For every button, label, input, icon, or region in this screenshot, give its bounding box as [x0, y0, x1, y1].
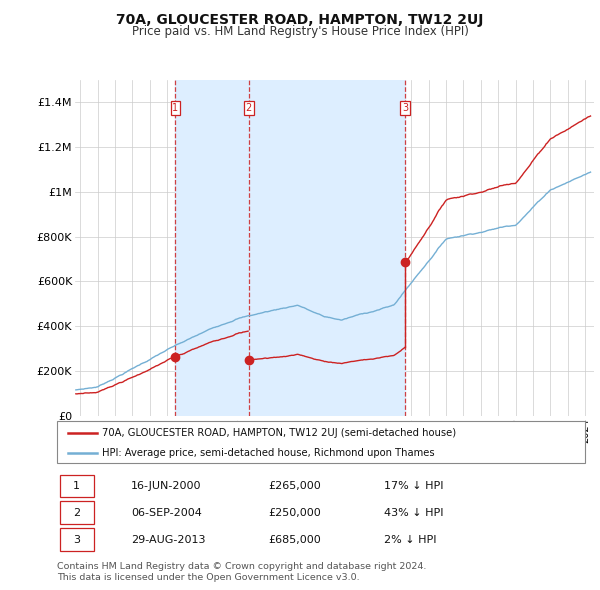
FancyBboxPatch shape: [59, 502, 94, 524]
Bar: [175, 80, 405, 416]
Text: HPI: Average price, semi-detached house, Richmond upon Thames: HPI: Average price, semi-detached house,…: [102, 448, 434, 457]
Text: Price paid vs. HM Land Registry's House Price Index (HPI): Price paid vs. HM Land Registry's House …: [131, 25, 469, 38]
Text: 2% ↓ HPI: 2% ↓ HPI: [385, 535, 437, 545]
Text: £685,000: £685,000: [268, 535, 321, 545]
Text: 3: 3: [402, 103, 408, 113]
Text: 70A, GLOUCESTER ROAD, HAMPTON, TW12 2UJ: 70A, GLOUCESTER ROAD, HAMPTON, TW12 2UJ: [116, 13, 484, 27]
Text: 1: 1: [73, 481, 80, 491]
Text: 17% ↓ HPI: 17% ↓ HPI: [385, 481, 444, 491]
Text: 3: 3: [73, 535, 80, 545]
Text: 06-SEP-2004: 06-SEP-2004: [131, 508, 202, 517]
FancyBboxPatch shape: [57, 421, 585, 463]
Text: £265,000: £265,000: [268, 481, 321, 491]
Text: 1: 1: [172, 103, 178, 113]
Text: 16-JUN-2000: 16-JUN-2000: [131, 481, 202, 491]
Text: 43% ↓ HPI: 43% ↓ HPI: [385, 508, 444, 517]
Text: Contains HM Land Registry data © Crown copyright and database right 2024.
This d: Contains HM Land Registry data © Crown c…: [57, 562, 427, 582]
Text: 70A, GLOUCESTER ROAD, HAMPTON, TW12 2UJ (semi-detached house): 70A, GLOUCESTER ROAD, HAMPTON, TW12 2UJ …: [102, 428, 456, 438]
Text: 2: 2: [245, 103, 252, 113]
FancyBboxPatch shape: [59, 474, 94, 497]
Text: 29-AUG-2013: 29-AUG-2013: [131, 535, 205, 545]
FancyBboxPatch shape: [59, 529, 94, 551]
Text: 2: 2: [73, 508, 80, 517]
Text: £250,000: £250,000: [268, 508, 321, 517]
